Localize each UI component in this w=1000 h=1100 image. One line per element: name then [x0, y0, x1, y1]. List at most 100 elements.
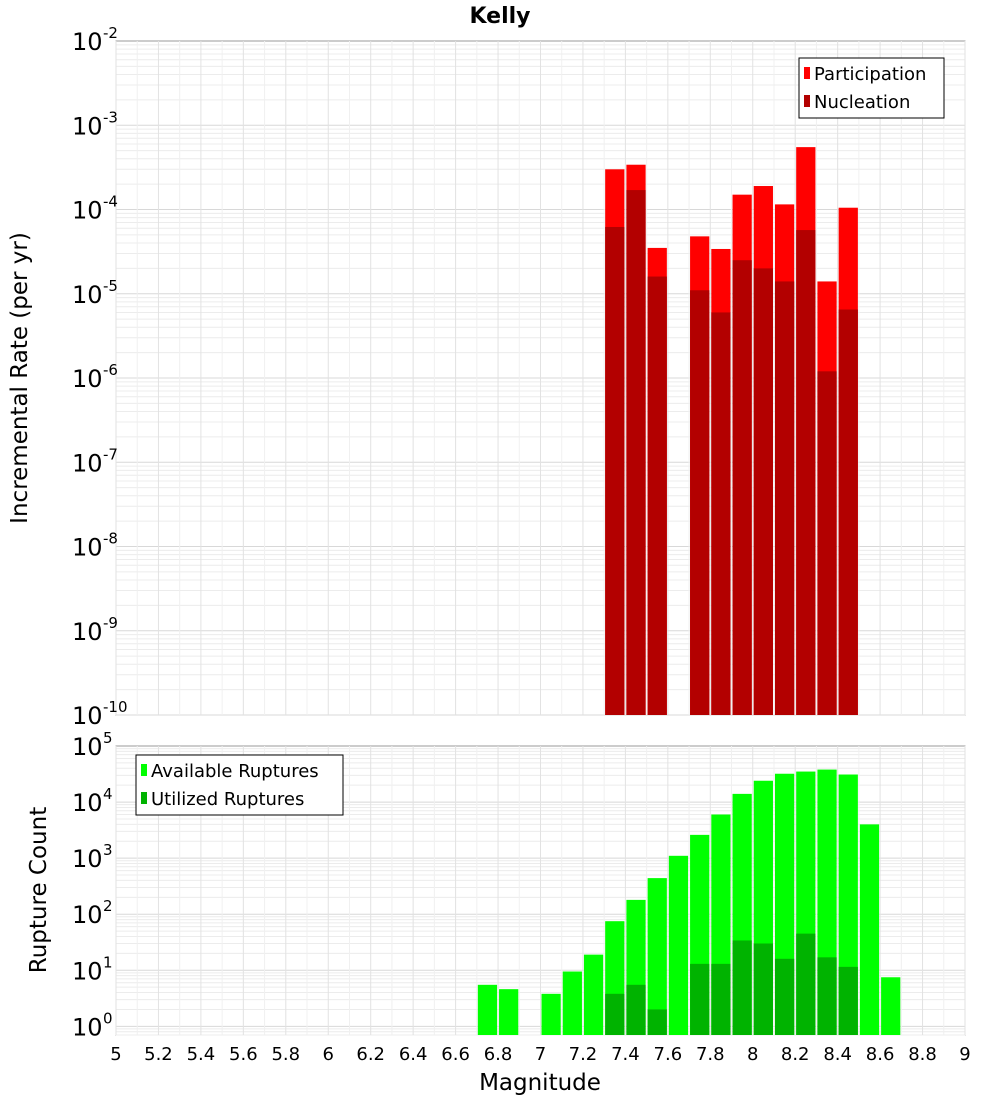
- top-y-tick-labels: 10-210-310-410-510-610-710-810-910-10: [72, 24, 128, 730]
- count-bar-available-ruptures: [881, 977, 901, 1035]
- top-panel: 10-210-310-410-510-610-710-810-910-10 In…: [7, 24, 966, 730]
- x-tick-label: 6.4: [399, 1044, 428, 1065]
- y-tick-exponent: 4: [103, 785, 113, 803]
- y-tick-base: 10: [72, 449, 103, 477]
- count-bar-utilized-ruptures: [605, 993, 625, 1035]
- x-tick-label: 5.2: [144, 1044, 173, 1065]
- count-bar-utilized-ruptures: [753, 943, 773, 1035]
- count-bar-available-ruptures: [668, 855, 689, 1035]
- legend-swatch: [804, 95, 810, 107]
- bottom-legend: Available Ruptures Utilized Ruptures: [135, 754, 344, 816]
- y-tick-base: 10: [72, 618, 103, 646]
- legend-swatch: [141, 764, 147, 776]
- y-tick-label: 10 5: [72, 729, 113, 761]
- legend-label: Nucleation: [814, 92, 910, 113]
- x-tick-label: 7.8: [696, 1044, 725, 1065]
- count-bar-utilized-ruptures: [838, 966, 858, 1035]
- rate-bar-nucleation: [753, 268, 773, 715]
- rate-bar-nucleation: [838, 309, 858, 715]
- y-tick-label: 10 -2: [72, 24, 118, 56]
- y-tick-label: 10 1: [72, 953, 113, 985]
- y-tick-base: 10: [72, 1013, 103, 1041]
- y-tick-exponent: -5: [103, 277, 118, 295]
- y-tick-base: 10: [72, 789, 103, 817]
- count-bar-available-ruptures: [477, 984, 498, 1035]
- rate-bar-nucleation: [817, 371, 837, 715]
- top-y-axis-label: Incremental Rate (per yr): [7, 232, 33, 524]
- count-bar-available-ruptures: [541, 993, 561, 1035]
- legend-label: Available Ruptures: [151, 761, 319, 782]
- y-tick-exponent: -8: [103, 530, 118, 548]
- y-tick-label: 10 -7: [72, 445, 118, 477]
- count-bar-available-ruptures: [859, 824, 880, 1035]
- x-tick-label: 5.4: [187, 1044, 216, 1065]
- legend-box: [798, 57, 945, 119]
- x-tick-labels: 5 5.2 5.4 5.6 5.8 6 6.2 6.4 6.6 6.8 7 7.2 7.4 7.6 7.8 8…: [110, 1044, 970, 1065]
- legend-box: [135, 754, 344, 816]
- y-tick-base: 10: [72, 733, 103, 761]
- y-tick-exponent: -3: [103, 108, 118, 126]
- y-tick-base: 10: [72, 901, 103, 929]
- y-tick-base: 10: [72, 534, 103, 562]
- y-tick-base: 10: [72, 197, 103, 225]
- y-tick-label: 10 -5: [72, 277, 118, 309]
- rate-bar-nucleation: [626, 190, 646, 716]
- y-tick-base: 10: [72, 702, 103, 730]
- x-tick-label: 6.8: [484, 1044, 513, 1065]
- y-tick-label: 10 4: [72, 785, 113, 817]
- y-tick-label: 10 -9: [72, 614, 118, 646]
- x-tick-label: 7: [535, 1044, 546, 1065]
- x-tick-label: 6.6: [441, 1044, 470, 1065]
- bottom-bars: [477, 769, 901, 1035]
- x-tick-label: 7.4: [611, 1044, 640, 1065]
- y-tick-label: 10 -8: [72, 530, 118, 562]
- legend-label: Utilized Ruptures: [151, 789, 304, 810]
- y-tick-label: 10 -6: [72, 361, 118, 393]
- top-bars: [605, 147, 858, 716]
- x-tick-label: 5: [110, 1044, 121, 1065]
- x-tick-label: 8.8: [908, 1044, 937, 1065]
- rate-bar-nucleation: [732, 260, 752, 715]
- bottom-y-axis-label: Rupture Count: [26, 807, 52, 973]
- x-tick-label: 7.6: [654, 1044, 683, 1065]
- legend-swatch: [141, 792, 147, 804]
- x-tick-label: 8: [747, 1044, 758, 1065]
- rate-bar-nucleation: [774, 281, 795, 715]
- legend-swatch: [804, 67, 810, 79]
- count-bar-utilized-ruptures: [774, 958, 795, 1035]
- count-bar-available-ruptures: [647, 878, 667, 1035]
- rate-bar-nucleation: [605, 226, 625, 715]
- y-tick-label: 10 -10: [72, 698, 128, 730]
- x-axis-label: Magnitude: [479, 1070, 601, 1096]
- y-tick-label: 10 -3: [72, 108, 118, 140]
- y-tick-base: 10: [72, 845, 103, 873]
- y-tick-exponent: 3: [103, 841, 113, 859]
- y-tick-label: 10 2: [72, 897, 113, 929]
- rate-bar-nucleation: [647, 276, 667, 715]
- y-tick-exponent: -6: [103, 361, 118, 379]
- count-bar-utilized-ruptures: [626, 984, 646, 1035]
- y-tick-label: 10 0: [72, 1009, 113, 1041]
- y-tick-label: 10 -4: [72, 193, 118, 225]
- x-tick-label: 5.8: [271, 1044, 300, 1065]
- x-tick-label: 6: [323, 1044, 334, 1065]
- count-bar-utilized-ruptures: [647, 1009, 667, 1035]
- y-tick-exponent: 0: [103, 1009, 113, 1027]
- count-bar-utilized-ruptures: [796, 933, 816, 1035]
- y-tick-label: 10 3: [72, 841, 113, 873]
- y-tick-base: 10: [72, 112, 103, 140]
- rate-bar-nucleation: [711, 312, 731, 715]
- count-bar-utilized-ruptures: [732, 940, 752, 1035]
- y-tick-exponent: -10: [103, 698, 128, 716]
- count-bar-available-ruptures: [499, 989, 519, 1035]
- y-tick-base: 10: [72, 28, 103, 56]
- y-tick-exponent: 1: [103, 953, 113, 971]
- count-bar-utilized-ruptures: [817, 957, 837, 1035]
- legend-label: Participation: [814, 64, 926, 85]
- y-tick-base: 10: [72, 957, 103, 985]
- y-tick-exponent: 2: [103, 897, 113, 915]
- y-tick-exponent: -4: [103, 193, 118, 211]
